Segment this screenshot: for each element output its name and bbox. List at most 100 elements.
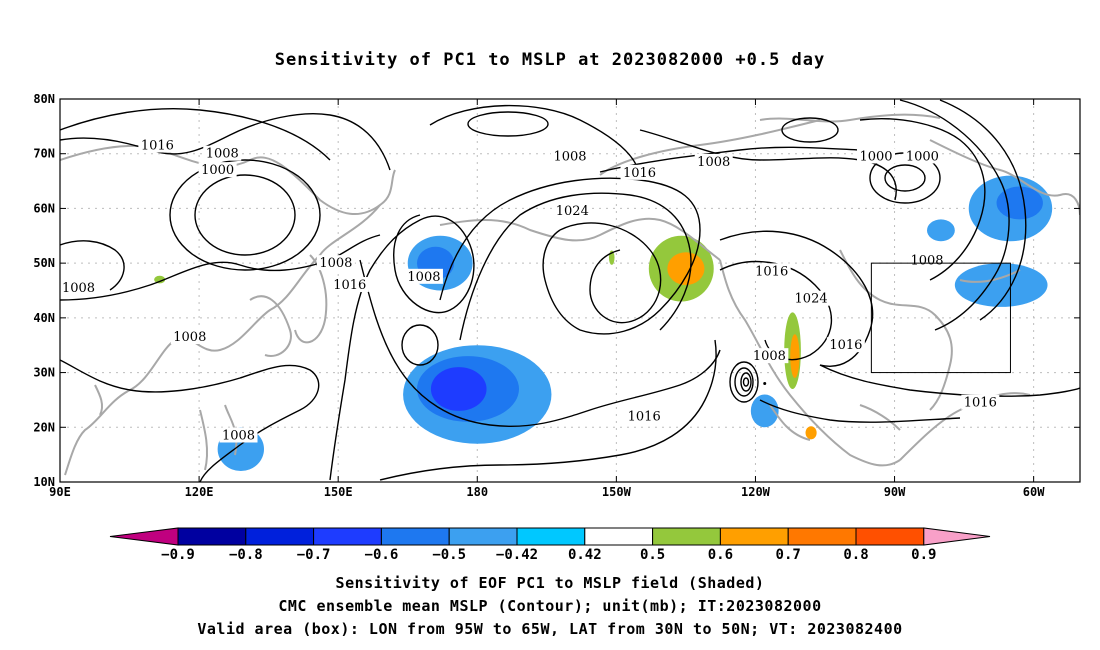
contour-label: 1008 (407, 270, 440, 285)
colorbar-cell (719, 527, 789, 546)
colorbar-cell (787, 527, 857, 546)
colorbar-tick-label: −0.5 (432, 547, 466, 563)
lat-tick-label: 70N (33, 147, 55, 161)
contour-label-bg (826, 337, 865, 353)
colorbar-cell (313, 527, 382, 546)
contour-label-bg (219, 427, 258, 443)
contour-label-bg (551, 148, 589, 164)
sensitivity-region (927, 219, 955, 242)
lon-tick-label: 60W (1023, 485, 1045, 499)
contour-label: 1016 (755, 264, 788, 279)
lon-tick-label: 120E (185, 485, 214, 499)
colorbar-tick-label: −0.8 (229, 547, 263, 563)
contour-label-bg (316, 255, 355, 271)
contour-label-bg (620, 164, 659, 180)
colorbar-tick-label: 0.8 (843, 547, 868, 563)
colorbar-cell (448, 527, 518, 546)
sensitivity-region (790, 334, 800, 379)
contour-label: 1000 (201, 163, 234, 178)
colorbar-cell (855, 527, 925, 546)
contour-label: 1016 (628, 409, 661, 424)
contour-label-bg (203, 145, 242, 161)
sensitivity-region (430, 367, 487, 411)
contour-label: 1008 (173, 330, 206, 345)
colorbar-tick-label: −0.42 (496, 547, 538, 563)
sensitivity-region (154, 275, 166, 284)
contour-label: 1016 (829, 338, 862, 353)
contour-label-bg (330, 277, 369, 293)
contour-label-bg (792, 290, 831, 306)
contour-label-bg (553, 203, 592, 219)
contour-label-bg (750, 348, 789, 364)
contour-label: 1008 (62, 281, 95, 296)
sensitivity-region (954, 263, 1048, 307)
lat-tick-label: 30N (33, 366, 55, 380)
contour-label: 1016 (623, 166, 656, 181)
sensitivity-region (805, 426, 817, 440)
contour-label: 1008 (910, 253, 943, 268)
contour-label-bg (170, 329, 209, 345)
contour-label: 1008 (222, 428, 255, 443)
contour-label: 1016 (141, 139, 174, 154)
contour-label: 1016 (333, 278, 366, 293)
sensitivity-region (667, 252, 705, 286)
colorbar-cell (652, 527, 721, 546)
lon-tick-label: 90W (884, 485, 906, 499)
lon-tick-label: 150W (602, 485, 632, 499)
contour-label: 1008 (697, 155, 730, 170)
colorbar-cell (380, 527, 450, 546)
low-pressure-center (763, 382, 767, 386)
colorbar-cell (584, 527, 654, 546)
contour-label-bg (404, 268, 443, 284)
contour-label: 1008 (553, 149, 586, 164)
contour-label-bg (138, 137, 177, 153)
colorbar-max-triangle (923, 527, 991, 546)
colorbar-cell (245, 527, 315, 546)
contour-label: 1000 (859, 149, 892, 164)
colorbar-tick-label: −0.6 (365, 547, 399, 563)
colorbar-tick-label: 0.9 (911, 547, 936, 563)
contour-label: 1024 (556, 204, 589, 219)
colorbar-tick-label: 0.7 (776, 547, 801, 563)
chart-title: Sensitivity of PC1 to MSLP at 2023082000… (274, 50, 826, 70)
contour-label: 1008 (753, 349, 786, 364)
lon-tick-label: 180 (466, 485, 488, 499)
contour-label-bg (908, 252, 946, 268)
contour-labels: 1016100810001008100810081008101610081008… (60, 137, 1000, 443)
lat-tick-label: 10N (33, 475, 55, 489)
lon-tick-label: 90E (49, 485, 71, 499)
contour-label-bg (198, 162, 237, 178)
caption-valid-area: Valid area (box): LON from 95W to 65W, L… (197, 620, 903, 638)
colorbar-min-triangle (109, 527, 179, 546)
colorbar-tick-label: 0.42 (568, 547, 602, 563)
lat-tick-label: 40N (33, 311, 55, 325)
contour-label: 1008 (206, 147, 239, 162)
contour-label-bg (903, 148, 942, 164)
contour-label: 1000 (906, 149, 939, 164)
contour-label: 1016 (964, 396, 997, 411)
contour-label-bg (857, 148, 895, 164)
latitude-axis: 80N 70N 60N 50N 40N 30N 20N 10N (33, 92, 1080, 489)
contour-label-bg (961, 394, 1000, 410)
valid-area-box (870, 262, 1011, 374)
lat-tick-label: 50N (33, 256, 55, 270)
caption-shaded: Sensitivity of EOF PC1 to MSLP field (Sh… (335, 574, 765, 592)
contour-label: 1008 (319, 256, 352, 271)
contour-label-bg (752, 263, 791, 279)
lon-tick-label: 150E (324, 485, 353, 499)
lon-tick-label: 120W (741, 485, 771, 499)
contour-label-bg (60, 279, 98, 295)
lat-tick-label: 80N (33, 92, 55, 106)
contour-label-bg (694, 153, 733, 169)
colorbar-tick-label: 0.6 (708, 547, 733, 563)
longitude-axis: 90E 120E 150E 180 150W 120W 90W 60W (49, 99, 1045, 499)
colorbar-cell (177, 527, 247, 546)
sensitivity-region (750, 394, 779, 428)
colorbar-cell (516, 527, 586, 546)
map-frame (59, 98, 1081, 483)
contour-label-bg (625, 408, 664, 424)
contour-label: 1024 (795, 292, 828, 307)
colorbar-tick-label: −0.9 (161, 547, 195, 563)
